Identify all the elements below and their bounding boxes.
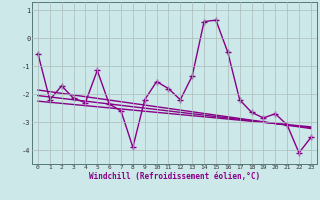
X-axis label: Windchill (Refroidissement éolien,°C): Windchill (Refroidissement éolien,°C) (89, 172, 260, 181)
